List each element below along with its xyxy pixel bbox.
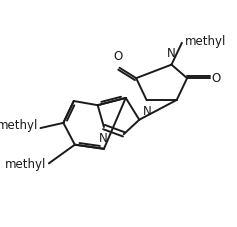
- Text: N: N: [167, 47, 176, 60]
- Text: methyl: methyl: [0, 119, 38, 133]
- Text: O: O: [212, 72, 221, 85]
- Text: N: N: [143, 105, 152, 118]
- Text: methyl: methyl: [185, 35, 226, 48]
- Text: O: O: [114, 49, 123, 63]
- Text: N: N: [99, 132, 107, 145]
- Text: methyl: methyl: [5, 158, 47, 171]
